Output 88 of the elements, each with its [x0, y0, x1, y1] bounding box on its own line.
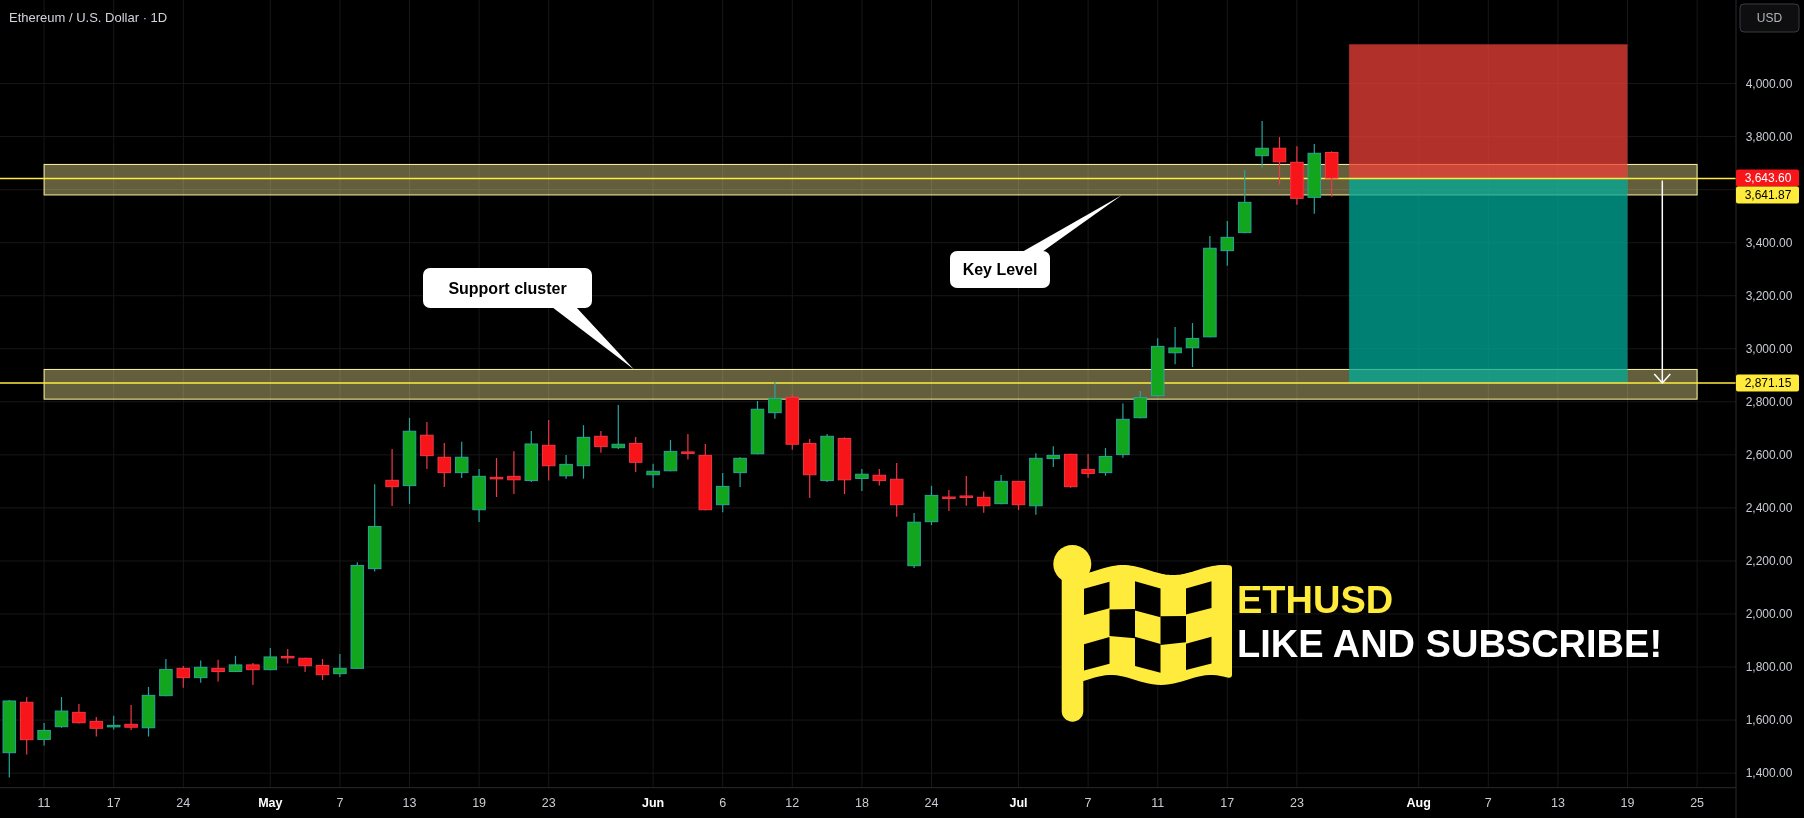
candlestick [89, 716, 104, 738]
candlestick [37, 722, 51, 747]
x-tick-label: 19 [472, 796, 487, 810]
x-tick-label: 7 [1484, 796, 1492, 810]
x-tick-label: 24 [924, 796, 939, 810]
candlestick [559, 454, 573, 480]
candlestick [315, 658, 330, 681]
candlestick [976, 490, 991, 514]
candlestick [1220, 220, 1235, 267]
x-tick-label: 17 [1220, 796, 1235, 810]
x-tick-label: 12 [785, 796, 800, 810]
candlestick [1255, 120, 1269, 169]
candlestick [768, 381, 782, 420]
x-tick-label: 13 [1550, 796, 1565, 810]
candlestick [646, 463, 660, 489]
candlestick [176, 665, 191, 689]
y-tick-label: 3,800.00 [1745, 129, 1793, 144]
x-tick-label: 25 [1690, 796, 1705, 810]
x-tick-label: 11 [37, 796, 51, 810]
candlestick [72, 703, 86, 725]
candlestick [663, 439, 678, 472]
candlestick [541, 419, 556, 482]
text: 3,643.60 [1744, 171, 1792, 186]
ref-line-label: 3,641.87 [1744, 188, 1792, 203]
x-tick-label: 18 [854, 796, 869, 810]
candlestick [715, 472, 730, 513]
x-tick-label: Aug [1406, 796, 1431, 810]
x-tick-label: 6 [719, 796, 727, 810]
candlestick [507, 450, 521, 495]
candlestick [681, 433, 695, 461]
candlestick [211, 659, 225, 683]
candlestick [1185, 322, 1200, 368]
y-tick-label: 3,400.00 [1745, 235, 1793, 250]
candlestick [855, 468, 869, 492]
y-tick-label: 2,800.00 [1745, 394, 1793, 409]
x-tick-label: May [258, 796, 283, 810]
y-tick-label: 1,400.00 [1745, 766, 1793, 781]
candlestick [54, 696, 69, 729]
candlestick [611, 404, 626, 450]
y-tick-label: 2,600.00 [1745, 447, 1793, 462]
candlestick [1133, 390, 1148, 419]
y-tick-label: 4,000.00 [1745, 76, 1793, 91]
x-tick-label: 23 [541, 796, 556, 810]
candlestick [385, 448, 399, 507]
candlestick [193, 659, 208, 684]
y-tick-label: 1,600.00 [1745, 713, 1793, 728]
x-tick-label: 13 [402, 796, 417, 810]
candlestick [246, 662, 260, 686]
annotation: Key Level [962, 261, 1038, 278]
annotation: LIKE AND SUBSCRIBE! [1237, 623, 1663, 665]
x-tick-label: 11 [1151, 796, 1165, 810]
candlestick [594, 430, 608, 454]
annotation: Support cluster [448, 279, 567, 297]
candlestick [437, 442, 452, 488]
x-tick-label: 24 [176, 796, 191, 810]
candlestick [959, 475, 974, 507]
y-tick-label: 2,200.00 [1745, 553, 1793, 568]
candlestick [1011, 480, 1026, 511]
candlestick [124, 704, 138, 731]
y-axis-title: USD [1756, 11, 1783, 25]
x-tick-label: 7 [1084, 796, 1092, 810]
x-tick-label: 23 [1289, 796, 1304, 810]
x-tick-label: 17 [106, 796, 121, 810]
candlestick [733, 456, 747, 488]
y-tick-label: 2,000.00 [1745, 606, 1793, 621]
candlestick [942, 489, 956, 512]
candlestick [1081, 453, 1095, 479]
candlestick [333, 653, 347, 678]
candlestick [628, 436, 643, 473]
x-tick-label: Jul [1009, 796, 1028, 810]
candlestick [1272, 136, 1287, 186]
x-tick-label: 7 [336, 796, 344, 810]
candlestick [1098, 447, 1113, 477]
y-tick-label: 2,400.00 [1745, 500, 1793, 515]
ref-line-label: 2,871.15 [1744, 375, 1792, 390]
x-tick-label: Jun [641, 796, 665, 810]
annotation: ETHUSD [1237, 579, 1394, 621]
y-tick-label: 3,200.00 [1745, 288, 1793, 303]
candlestick [454, 441, 469, 479]
candlestick [1046, 445, 1061, 468]
text: Ethereum / U.S. Dollar · 1D [9, 10, 168, 25]
x-tick-label: 19 [1620, 796, 1635, 810]
candlestick [420, 421, 434, 470]
candlestick [994, 474, 1008, 505]
candlestick [1168, 326, 1182, 365]
candlestick [489, 457, 504, 498]
y-tick-label: 3,000.00 [1745, 341, 1793, 356]
y-tick-label: 1,800.00 [1745, 660, 1793, 675]
